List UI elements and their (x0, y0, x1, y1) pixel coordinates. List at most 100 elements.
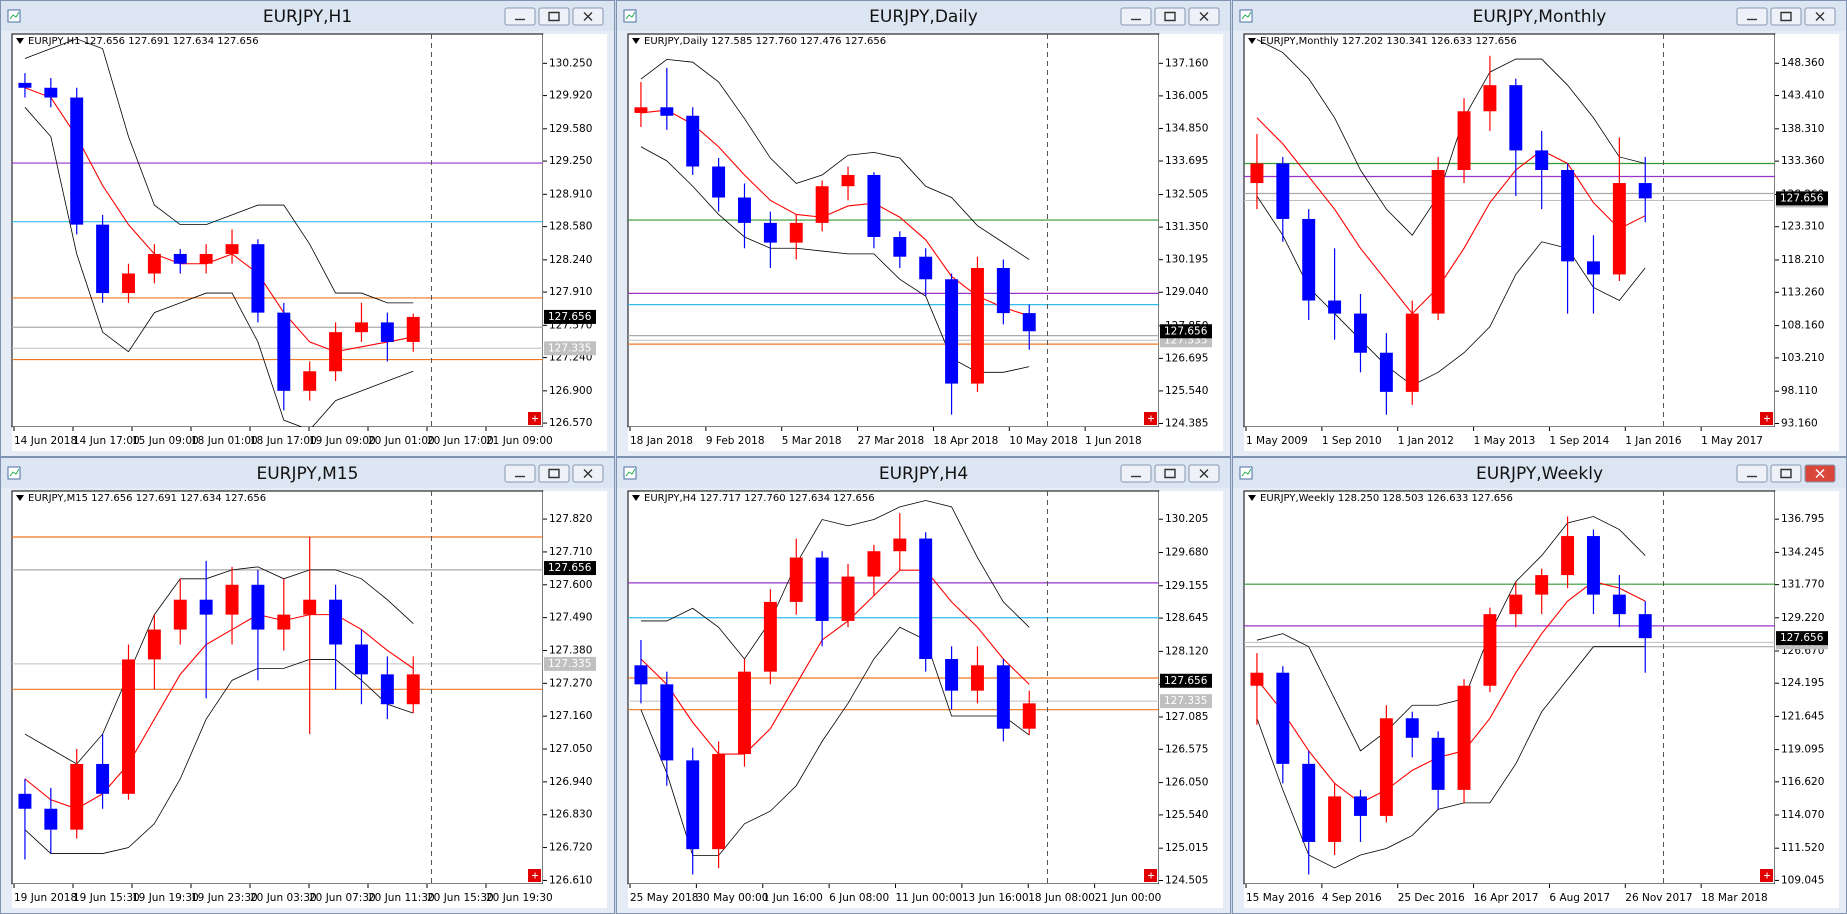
candle-body (406, 674, 420, 705)
candle-body (1638, 614, 1652, 639)
x-tick-label: 27 Mar 2018 (858, 435, 925, 447)
y-tick-label: 116.620 (1781, 776, 1824, 788)
window-maximize-button[interactable] (538, 464, 570, 483)
y-tick-label: 111.520 (1781, 842, 1824, 854)
candle-body (893, 538, 907, 552)
candle-body (199, 253, 213, 264)
window-title: EURJPY,Weekly (1476, 464, 1603, 484)
window-icon-glyph (9, 11, 20, 20)
window-minimize-button[interactable] (1120, 7, 1152, 26)
window-maximize-button[interactable] (1154, 7, 1186, 26)
y-tick-label: 128.910 (549, 188, 592, 200)
x-tick-label: 19 Jun 15:30 (73, 892, 140, 904)
band-lower (24, 659, 414, 854)
window-close-glyph (1815, 469, 1825, 478)
candle-body (173, 253, 187, 264)
candle-body (1431, 737, 1445, 790)
candle-body (1405, 313, 1419, 392)
x-tick-label: 25 Dec 2016 (1398, 892, 1465, 904)
candle-body (1509, 594, 1523, 615)
plot (12, 34, 543, 427)
candle-body (1535, 575, 1549, 595)
info-arrow (632, 38, 640, 44)
candle-body (225, 244, 239, 254)
x-tick-label: 20 Jun 15:30 (427, 892, 494, 904)
axis-area (1775, 34, 1839, 427)
candle-body (660, 684, 674, 761)
candle-body (251, 244, 265, 313)
band-middle (24, 87, 414, 353)
candle-body (225, 584, 239, 615)
x-tick-label: 18 Jun 17:00 (250, 435, 317, 447)
chart-window: EURJPY,H1 130.250 129.920 129.580 129.250 128… (0, 0, 615, 457)
y-tick-label: 129.220 (1781, 612, 1824, 624)
band-upper (24, 566, 414, 765)
chart-window: EURJPY,Monthly 148.360 143.410 138.310 133.3… (1232, 0, 1847, 457)
last-tag-label: 127.656 (548, 311, 592, 323)
window-icon-glyph (1241, 11, 1252, 20)
y-tick-label: 128.120 (1165, 645, 1208, 657)
window-maximize-glyph (1164, 468, 1176, 479)
y-tick-label: 138.310 (1781, 123, 1824, 135)
window-minimize-button[interactable] (504, 464, 536, 483)
axis-area (1159, 34, 1223, 427)
x-tick-label: 19 Jun 23:30 (191, 892, 258, 904)
y-tick-label: 133.360 (1781, 155, 1824, 167)
candle-body (1457, 111, 1471, 171)
candle-body (1561, 536, 1575, 576)
plot (628, 491, 1159, 884)
candle-body (634, 665, 648, 685)
bid-tag-label: 127.335 (548, 658, 591, 670)
window-close-glyph (583, 469, 593, 478)
plot-area (11, 490, 544, 885)
candle-body (815, 557, 829, 621)
x-tick-label: 20 Jun 11:30 (368, 892, 435, 904)
window-maximize-button[interactable] (1154, 464, 1186, 483)
window-maximize-button[interactable] (538, 7, 570, 26)
candle-body (96, 763, 110, 794)
candle-body (1276, 672, 1290, 764)
band-lower (24, 107, 414, 427)
candle-body (1328, 796, 1342, 842)
candle-body (277, 312, 291, 391)
window-minimize-button[interactable] (504, 7, 536, 26)
y-tick-label: 131.350 (1165, 221, 1208, 233)
candle-body (945, 279, 959, 384)
window-maximize-button[interactable] (1770, 464, 1802, 483)
x-tick-label: 14 Jun 17:00 (73, 435, 140, 447)
candle-body (277, 614, 291, 630)
last-tag (1776, 191, 1828, 206)
candle-body (1612, 183, 1626, 275)
y-tick-label: 125.015 (1165, 842, 1208, 854)
candle-body (815, 186, 829, 223)
candle-body (996, 665, 1010, 729)
band-middle (1256, 581, 1646, 804)
x-tick-label: 4 Sep 2016 (1322, 892, 1382, 904)
candle-body (70, 763, 84, 830)
y-tick-label: 126.940 (549, 776, 592, 788)
candle-body (789, 222, 803, 243)
candle-body (738, 671, 751, 755)
x-tick-label: 1 Jun 16:00 (763, 892, 823, 904)
candle-body (173, 599, 187, 630)
candle-body (867, 174, 881, 237)
candle-body (329, 332, 343, 372)
axis-area (543, 491, 607, 884)
window-minimize-button[interactable] (1736, 7, 1768, 26)
y-tick-label: 129.250 (549, 155, 592, 167)
window-minimize-button[interactable] (1120, 464, 1152, 483)
last-tag (1776, 631, 1828, 646)
last-tag-label: 127.656 (1780, 632, 1824, 644)
window-minimize-button[interactable] (1736, 464, 1768, 483)
x-tick-label: 1 Sep 2014 (1549, 435, 1609, 447)
window-maximize-button[interactable] (1770, 7, 1802, 26)
y-tick-label: 128.580 (549, 221, 592, 233)
y-tick-label: 133.695 (1165, 155, 1208, 167)
candle-body (1431, 170, 1445, 314)
x-tick-label: 26 Nov 2017 (1625, 892, 1692, 904)
band-upper (1256, 39, 1646, 236)
window-close-glyph (1199, 12, 1209, 21)
y-tick-label: 98.110 (1781, 385, 1818, 397)
y-tick-label: 103.210 (1781, 352, 1824, 364)
